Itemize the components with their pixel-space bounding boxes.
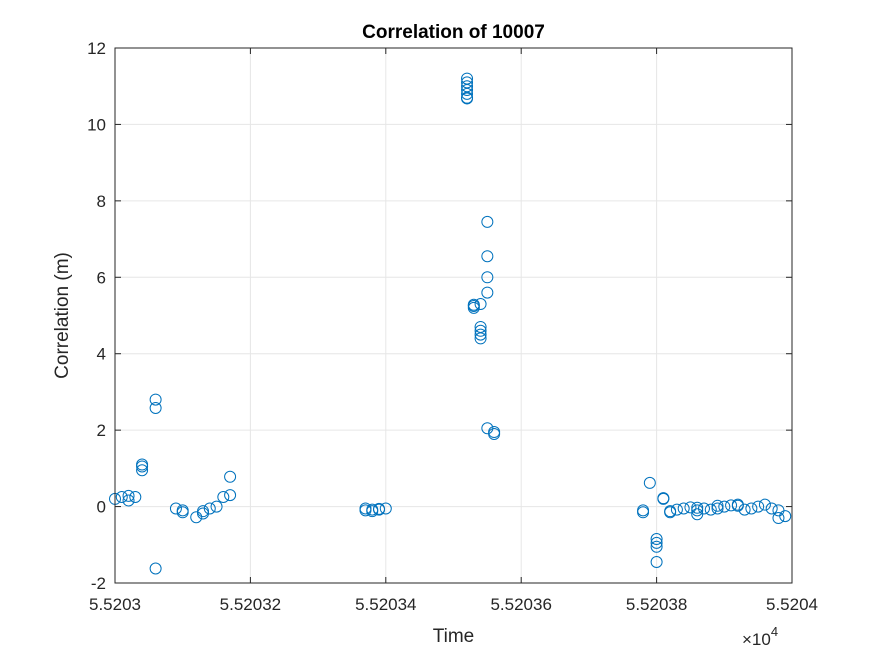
data-point [725, 499, 738, 512]
data-point [745, 502, 758, 515]
data-point [149, 401, 162, 414]
data-point [129, 491, 142, 504]
data-point [122, 494, 135, 507]
data-point [136, 464, 149, 477]
data-point [711, 502, 724, 515]
data-point [650, 555, 663, 568]
y-tick-label: 10 [87, 115, 106, 134]
data-point [752, 500, 765, 513]
data-point [711, 499, 724, 512]
data-point [359, 504, 372, 517]
axes-frame [114, 47, 793, 584]
data-point [467, 301, 480, 314]
data-point [691, 501, 704, 514]
x-tick-label: 5.52034 [355, 595, 416, 614]
data-point [224, 470, 237, 483]
data-point [203, 502, 216, 515]
data-point [149, 562, 162, 575]
data-point [677, 502, 690, 515]
y-tick-label: 4 [97, 345, 106, 364]
data-point [379, 502, 392, 515]
data-point [738, 503, 751, 516]
data-point [650, 533, 663, 546]
data-point [650, 536, 663, 549]
data-point [474, 324, 487, 337]
data-point [474, 328, 487, 341]
data-point [136, 458, 149, 471]
data-point [373, 502, 386, 515]
x-tick-label: 5.52032 [220, 595, 281, 614]
x-exponent-power: 4 [771, 624, 778, 639]
data-point [691, 504, 704, 517]
data-point [481, 215, 494, 228]
data-point [115, 491, 128, 504]
data-point [224, 489, 237, 502]
data-point [481, 250, 494, 263]
data-point [772, 512, 785, 525]
data-point [149, 393, 162, 406]
data-point [461, 84, 474, 97]
data-point [643, 476, 656, 489]
x-exponent-label: ×104 [742, 624, 778, 649]
data-point [765, 502, 778, 515]
data-point [210, 500, 223, 513]
y-tick-label: 6 [97, 268, 106, 287]
x-tick-label: 5.52036 [490, 595, 551, 614]
data-point [461, 92, 474, 105]
data-point [474, 320, 487, 333]
data-point [190, 511, 203, 524]
data-point [657, 492, 670, 505]
data-point [461, 87, 474, 100]
data-point [169, 502, 182, 515]
y-tick-label: 8 [97, 192, 106, 211]
data-point [664, 505, 677, 518]
x-exponent-base: ×10 [742, 630, 771, 649]
data-point [670, 503, 683, 516]
x-tick-labels: 5.5203 5.52032 5.52034 5.52036 5.52038 5.5204 [89, 595, 818, 614]
y-tick-label: 0 [97, 498, 106, 517]
data-point [704, 503, 717, 516]
data-point [697, 502, 710, 515]
x-tick-label: 5.52038 [626, 595, 687, 614]
data-point [637, 504, 650, 517]
data-point [217, 491, 230, 504]
data-point [488, 427, 501, 440]
data-point [481, 286, 494, 299]
data-point [779, 510, 792, 523]
data-point [474, 298, 487, 311]
y-axis-label: Correlation (m) [52, 252, 73, 379]
x-tick-label: 5.5203 [89, 595, 141, 614]
data-point [758, 498, 771, 511]
chart-title: Correlation of 10007 [362, 22, 545, 43]
data-points [109, 72, 792, 575]
y-tick-labels: -2 0 2 4 6 8 10 12 [87, 39, 106, 593]
data-point [122, 489, 135, 502]
axes-box [114, 47, 793, 584]
data-point [650, 540, 663, 553]
y-tick-label: 12 [87, 39, 106, 58]
x-tick-label: 5.5204 [766, 595, 818, 614]
y-tick-label: 2 [97, 421, 106, 440]
data-point [197, 505, 210, 518]
x-axis-label: Time [433, 626, 475, 647]
data-point [684, 501, 697, 514]
data-point [366, 503, 379, 516]
plot-area [115, 48, 792, 583]
data-point [731, 499, 744, 512]
y-tick-label: -2 [91, 574, 106, 593]
data-point [481, 271, 494, 284]
data-point [718, 500, 731, 513]
data-point [467, 298, 480, 311]
data-point [176, 506, 189, 519]
